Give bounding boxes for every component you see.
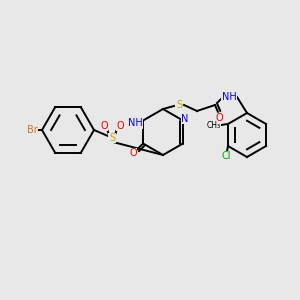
Text: N: N (181, 113, 189, 124)
Text: O: O (215, 113, 223, 123)
Text: S: S (109, 133, 115, 143)
Text: O: O (100, 121, 108, 131)
Text: Cl: Cl (221, 151, 231, 161)
Text: NH: NH (222, 92, 236, 102)
Text: O: O (116, 121, 124, 131)
Text: NH: NH (128, 118, 142, 128)
Text: Br: Br (27, 125, 38, 135)
Text: S: S (176, 100, 182, 110)
Text: O: O (129, 148, 137, 158)
Text: CH₃: CH₃ (207, 122, 221, 130)
